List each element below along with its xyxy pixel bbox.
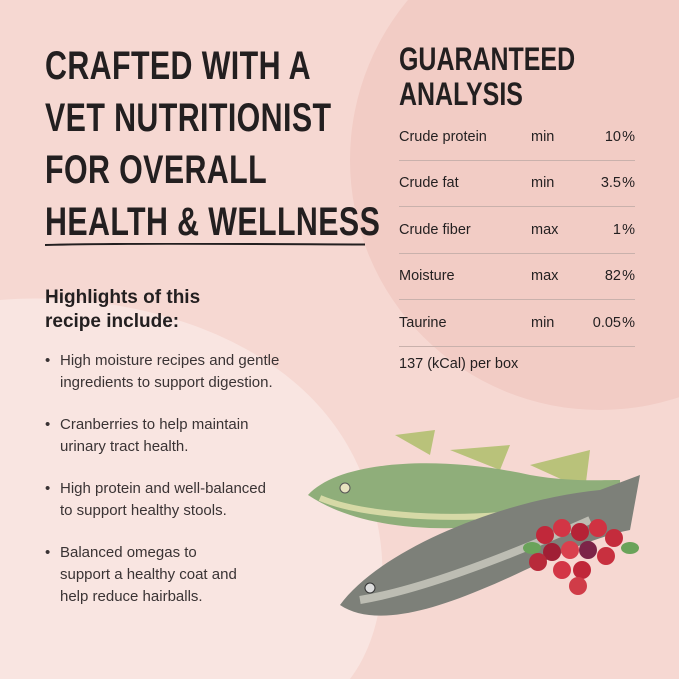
dark-circle [350, 0, 679, 410]
list-item-text: urinary tract health. [60, 438, 189, 455]
row-label: Crude protein [399, 128, 487, 145]
list-item-text: High moisture recipes and gentle [60, 352, 280, 369]
row-unit: % [622, 221, 635, 238]
row-value: 0.05 [592, 314, 621, 331]
analysis-title-line: GUARANTEED [399, 41, 576, 77]
table-row: Crude protein min 10% [399, 114, 635, 161]
table-row: Crude fiber max 1% [399, 207, 635, 254]
brush-underline [45, 243, 365, 246]
list-item-text: Cranberries to help maintain [60, 416, 249, 433]
row-value: 10 [604, 128, 621, 145]
analysis-title-line: ANALYSIS [399, 76, 523, 112]
bullet-icon: • [45, 352, 51, 369]
list-item: • Balanced omegas to support a healthy coa… [45, 542, 325, 608]
row-unit: % [622, 175, 635, 192]
row-value: 82 [604, 268, 621, 285]
row-label: Moisture [399, 268, 455, 285]
bullet-icon: • [45, 480, 51, 497]
list-item-text: ingredients to support digestion. [60, 374, 273, 391]
headline-line: FOR OVERALL [45, 148, 268, 192]
headline-line: CRAFTED WITH A [45, 44, 311, 88]
row-value: 3.5 [600, 175, 621, 192]
highlights-title-line: Highlights of this [45, 287, 201, 308]
row-value: 1 [612, 221, 621, 238]
fish-cranberry-illustration [308, 430, 640, 616]
calories-text: 137 (kCal) per box [399, 356, 519, 372]
bullet-icon: • [45, 544, 51, 561]
row-qualifier: min [531, 175, 555, 192]
analysis-table: Crude protein min 10% Crude fat min 3.5% Cru… [399, 114, 635, 347]
list-item-text: help reduce hairballs. [60, 588, 203, 605]
bullet-icon: • [45, 416, 51, 433]
cranberries-icon [523, 519, 639, 595]
row-label: Crude fat [399, 175, 459, 192]
row-unit: % [622, 128, 635, 145]
headline-line: VET NUTRITIONIST [45, 96, 332, 140]
headline-line: HEALTH & WELLNESS [45, 200, 381, 244]
table-row: Moisture max 82% [399, 254, 635, 300]
table-row: Crude fat min 3.5% [399, 161, 635, 207]
list-item: • High protein and well-balanced to suppor… [45, 478, 325, 522]
highlights-title-line: recipe include: [45, 311, 180, 332]
row-qualifier: min [531, 128, 555, 145]
table-row: Taurine min 0.05% [399, 300, 635, 347]
highlights-title: Highlights of this recipe include: [45, 286, 200, 334]
row-label: Taurine [399, 314, 447, 331]
row-unit: % [622, 314, 635, 331]
analysis-title: GUARANTEED ANALYSIS [399, 42, 575, 112]
list-item: • Cranberries to help maintain urinary tra… [45, 414, 325, 458]
row-label: Crude fiber [399, 221, 471, 238]
headline: CRAFTED WITH A VET NUTRITIONIST FOR OVER… [45, 40, 380, 248]
list-item-text: to support healthy stools. [60, 502, 227, 519]
list-item-text: High protein and well-balanced [60, 480, 266, 497]
row-qualifier: max [531, 221, 559, 238]
row-unit: % [622, 268, 635, 285]
list-item-text: Balanced omegas to [60, 544, 197, 561]
light-blob [0, 298, 383, 679]
list-item-text: support a healthy coat and [60, 566, 237, 583]
list-item: • High moisture recipes and gentle ingredi… [45, 350, 325, 394]
highlights-list: • High moisture recipes and gentle ingredi… [45, 350, 325, 628]
row-qualifier: max [531, 268, 559, 285]
row-qualifier: min [531, 314, 555, 331]
